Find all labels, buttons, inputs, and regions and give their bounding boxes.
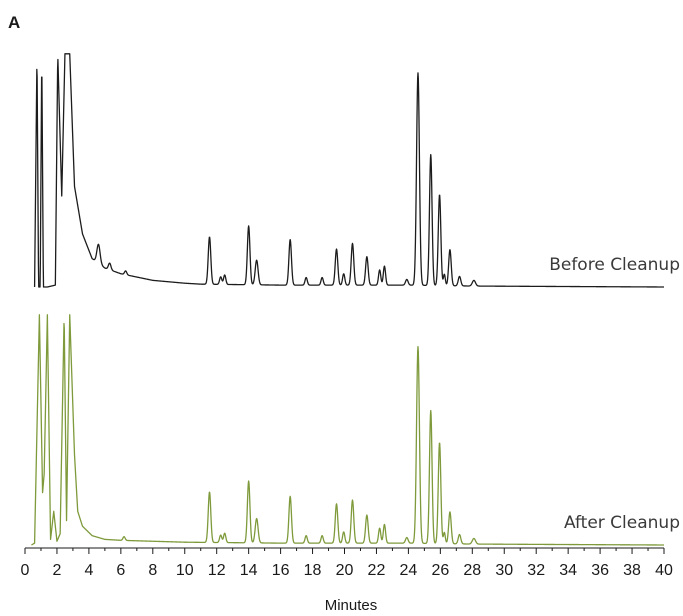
x-tick-label: 34 bbox=[559, 562, 577, 579]
trace-after-cleanup bbox=[31, 314, 665, 546]
x-tick-label: 10 bbox=[176, 562, 194, 579]
panel-letter: A bbox=[8, 13, 20, 32]
trace-before-cleanup bbox=[33, 53, 665, 288]
series-label-before-cleanup: Before Cleanup bbox=[549, 255, 680, 275]
x-tick-label: 0 bbox=[21, 562, 30, 579]
x-tick-label: 2 bbox=[52, 562, 61, 579]
x-axis-title: Minutes bbox=[325, 597, 378, 614]
x-tick-label: 18 bbox=[304, 562, 322, 579]
x-tick-label: 20 bbox=[336, 562, 354, 579]
x-tick-label: 14 bbox=[240, 562, 258, 579]
x-tick-label: 22 bbox=[368, 562, 386, 579]
x-tick-label: 26 bbox=[431, 562, 449, 579]
x-axis-tick-labels: 0 2 4 6 8 10 12 14 16 18 20 22 24 26 28 30 32 34 36 38 40 bbox=[21, 562, 673, 579]
series-label-after-cleanup: After Cleanup bbox=[564, 513, 680, 533]
x-tick-label: 38 bbox=[623, 562, 641, 579]
x-tick-label: 36 bbox=[591, 562, 609, 579]
x-tick-label: 4 bbox=[84, 562, 93, 579]
x-tick-label: 16 bbox=[272, 562, 290, 579]
traces-group bbox=[31, 53, 665, 546]
x-tick-label: 6 bbox=[116, 562, 125, 579]
x-tick-label: 40 bbox=[655, 562, 673, 579]
x-tick-label: 24 bbox=[400, 562, 418, 579]
x-tick-label: 8 bbox=[148, 562, 157, 579]
x-axis-ticks bbox=[24, 548, 665, 554]
x-tick-label: 28 bbox=[463, 562, 481, 579]
x-tick-label: 12 bbox=[208, 562, 226, 579]
x-tick-label: 30 bbox=[495, 562, 513, 579]
x-tick-label: 32 bbox=[527, 562, 545, 579]
